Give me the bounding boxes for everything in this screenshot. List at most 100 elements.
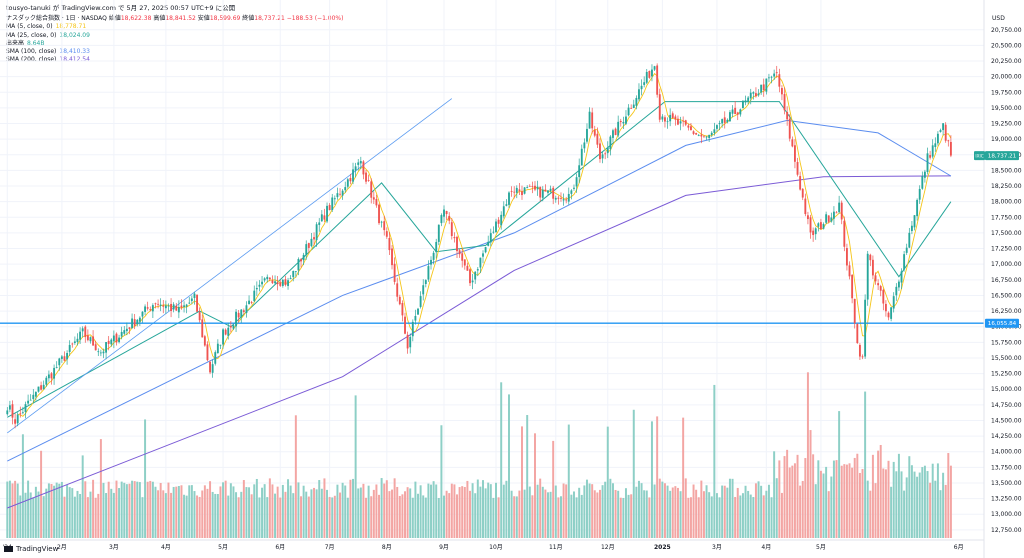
volume-bar: [840, 465, 843, 538]
candle-body: [11, 404, 14, 418]
candle-body: [612, 130, 614, 138]
candle-body: [799, 176, 802, 190]
volume-bar: [92, 479, 95, 538]
price-tick-label: 15,250.00: [991, 371, 1022, 378]
candle-body: [333, 198, 336, 200]
candle-body: [271, 280, 274, 284]
candle-body: [916, 199, 919, 217]
indicator-row-sma100[interactable]: SMA (100, close) 18,410.33: [6, 48, 343, 56]
candle-body: [690, 126, 692, 131]
candle-body: [248, 300, 250, 305]
candle-body: [157, 303, 160, 305]
candle-body: [19, 413, 22, 415]
volume-bar: [812, 454, 815, 538]
volume-bar: [682, 417, 685, 538]
candle-body: [86, 335, 89, 341]
price-axis[interactable]: USD 20,750.00 20,500.00 20,250.00 20,000.00 1…: [983, 0, 1022, 558]
volume-bar: [430, 484, 432, 538]
volume-bar: [73, 496, 76, 538]
volume-bar: [874, 483, 877, 538]
indicator-row-ma25[interactable]: MA (25, close, 0) 18,024.09: [6, 32, 343, 40]
volume-bar: [440, 425, 443, 538]
candle-body: [604, 153, 607, 155]
high-label: 高値: [153, 15, 166, 22]
indicator-label: SMA (200, close): [6, 56, 57, 64]
publish-info: tousyo-tanuki が TradingView.com で 5月 27,…: [6, 4, 236, 12]
candle-body: [640, 85, 643, 90]
price-tick-label: 13,750.00: [991, 464, 1022, 471]
candle-body: [786, 112, 789, 120]
candle-body: [827, 215, 830, 222]
volume-bar: [944, 484, 947, 538]
volume-bar: [336, 484, 339, 538]
candle-body: [921, 176, 924, 189]
candle-body: [729, 112, 731, 122]
candle-body: [484, 247, 487, 253]
candle-body: [58, 358, 61, 366]
candle-body: [300, 259, 302, 262]
volume-bar: [320, 488, 323, 538]
volume-bar: [715, 493, 718, 538]
candle-body: [752, 92, 755, 94]
volume-bar: [791, 465, 794, 538]
indicator-row-sma200[interactable]: SMA (200, close) 18,412.54: [6, 56, 343, 64]
candle-body: [775, 72, 778, 74]
candle-body: [365, 172, 367, 182]
volume-bar: [341, 482, 344, 538]
volume-bar: [528, 486, 531, 538]
volume-bar: [206, 488, 209, 538]
volume-bar: [705, 485, 708, 538]
candle-body: [671, 113, 674, 118]
volume-bar: [921, 467, 924, 538]
time-axis[interactable]: '242月3月4月5月6月7月8月9月10月11月12月20253月4月5月6月: [0, 539, 984, 551]
volume-bar: [567, 424, 570, 538]
indicator-row-ma5[interactable]: MA (5, close, 0) 18,778.71: [6, 23, 343, 31]
candle-body: [320, 214, 323, 222]
ma5-line: [17, 72, 952, 417]
volume-bar: [175, 486, 178, 538]
volume-bar: [557, 497, 560, 538]
price-tick-label: 15,000.00: [991, 386, 1022, 393]
candle-body: [352, 169, 354, 182]
candle-body: [565, 199, 568, 201]
candle-body: [718, 123, 721, 125]
sma100-line: [7, 119, 952, 462]
volume-bar: [367, 485, 370, 538]
candle-body: [874, 275, 877, 282]
candle-body: [261, 281, 263, 285]
candle-body: [619, 120, 622, 123]
volume-bar: [598, 489, 601, 538]
volume-bar: [55, 482, 58, 538]
volume-bar: [216, 494, 219, 538]
candle-body: [838, 202, 841, 213]
indicator-row-volume[interactable]: 出来高 8.64B: [6, 40, 343, 48]
price-tick-label: 18,000.00: [991, 199, 1022, 206]
candle-body: [37, 386, 40, 392]
volume-bar: [242, 480, 245, 538]
volume-bar: [68, 487, 71, 538]
high-value: 18,841.52: [165, 15, 196, 22]
volume-bar: [144, 419, 147, 538]
candles: [6, 63, 952, 429]
candle-body: [845, 248, 848, 266]
indicator-value: 8.64B: [27, 39, 45, 47]
volume-bar: [333, 495, 336, 538]
volume-bar: [739, 495, 742, 538]
price-tick-label: 20,250.00: [991, 58, 1022, 65]
volume-bar: [237, 497, 240, 538]
volume-bar: [832, 460, 835, 538]
candle-body: [461, 253, 464, 261]
volume-bar: [159, 482, 162, 538]
volume-bar: [401, 494, 404, 538]
volume-bar: [14, 480, 17, 538]
tradingview-logo[interactable]: TradingView: [4, 545, 58, 553]
volume-bar: [936, 463, 939, 538]
candle-body: [102, 351, 105, 354]
candle-body: [323, 215, 326, 220]
candle-body: [154, 303, 157, 305]
volume-bar: [34, 486, 37, 538]
volume-bar: [942, 472, 945, 538]
symbol-label[interactable]: ナスダック総合指数 · 1日 · NASDAQ: [6, 15, 107, 22]
volume-bar: [188, 485, 191, 538]
